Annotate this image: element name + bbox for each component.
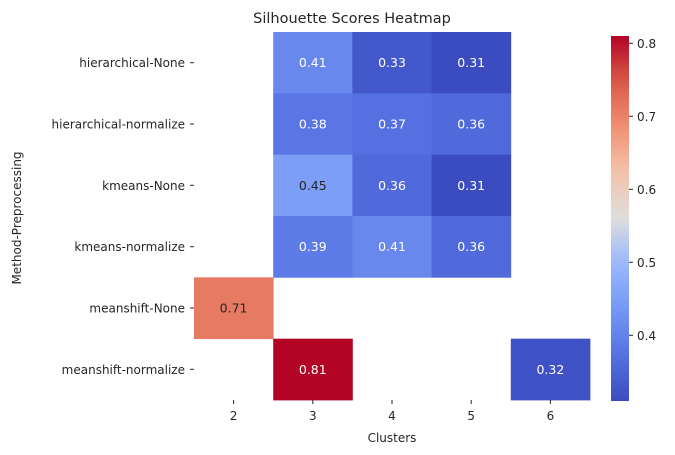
heatmap-cell	[510, 338, 591, 401]
heatmap-cell	[352, 32, 432, 94]
cell-value-label: 0.41	[299, 55, 327, 70]
heatmap-cells: 0.41 0.33 0.31 0.38 0.37 0.36 0.45 0.36 0.31 0.39…	[194, 32, 591, 401]
cell-value-label: 0.41	[378, 239, 406, 254]
heatmap-cell	[273, 32, 353, 94]
x-axis-ticks: 2 3 4 5 6	[230, 400, 554, 423]
y-axis-ticks: hierarchical-None hierarchical-normalize k…	[52, 56, 194, 377]
y-tick-label: meanshift-None	[89, 302, 185, 316]
colorbar-ticks: 0.4 0.5 0.6 0.7 0.8	[629, 37, 656, 343]
heatmap-cell	[352, 216, 432, 278]
y-tick-label: meanshift-normalize	[62, 363, 185, 377]
colorbar	[611, 36, 629, 401]
heatmap-cell	[352, 154, 432, 217]
heatmap-cell	[194, 277, 274, 340]
cell-value-label: 0.39	[299, 239, 327, 254]
cell-value-label: 0.33	[378, 55, 406, 70]
heatmap-cell	[273, 93, 353, 156]
heatmap-cell	[273, 216, 353, 278]
heatmap-cell	[273, 338, 353, 401]
heatmap-cell	[431, 32, 512, 94]
cell-value-label: 0.36	[457, 117, 485, 132]
heatmap-cell	[431, 216, 512, 278]
x-tick-label: 2	[230, 409, 238, 423]
cell-value-label: 0.36	[457, 239, 485, 254]
cell-value-label: 0.38	[299, 117, 327, 132]
x-tick-label: 5	[467, 409, 475, 423]
x-tick-label: 6	[547, 409, 555, 423]
y-tick-label: kmeans-None	[102, 179, 185, 193]
heatmap-cell	[431, 93, 512, 156]
x-axis-label: Clusters	[368, 431, 417, 445]
cell-value-label: 0.45	[299, 178, 327, 193]
y-tick-label: hierarchical-None	[79, 56, 185, 70]
colorbar-tick-label: 0.7	[637, 110, 656, 124]
x-tick-label: 4	[388, 409, 396, 423]
y-tick-label: hierarchical-normalize	[52, 118, 186, 132]
cell-value-label: 0.32	[536, 362, 564, 377]
cell-value-label: 0.81	[299, 362, 327, 377]
chart-title: Silhouette Scores Heatmap	[253, 11, 451, 27]
x-tick-label: 3	[309, 409, 317, 423]
colorbar-tick-label: 0.5	[637, 256, 656, 270]
cell-value-label: 0.71	[220, 301, 248, 316]
cell-value-label: 0.31	[457, 55, 485, 70]
heatmap-cell	[431, 154, 512, 217]
cell-value-label: 0.31	[457, 178, 485, 193]
y-tick-label: kmeans-normalize	[74, 240, 185, 254]
heatmap-cell	[273, 154, 353, 217]
y-axis-label: Method-Preprocessing	[10, 151, 24, 284]
heatmap-cell	[352, 93, 432, 156]
cell-value-label: 0.37	[378, 117, 406, 132]
colorbar-tick-label: 0.6	[637, 183, 656, 197]
colorbar-tick-label: 0.8	[637, 37, 656, 51]
colorbar-tick-label: 0.4	[637, 329, 656, 343]
cell-value-label: 0.36	[378, 178, 406, 193]
